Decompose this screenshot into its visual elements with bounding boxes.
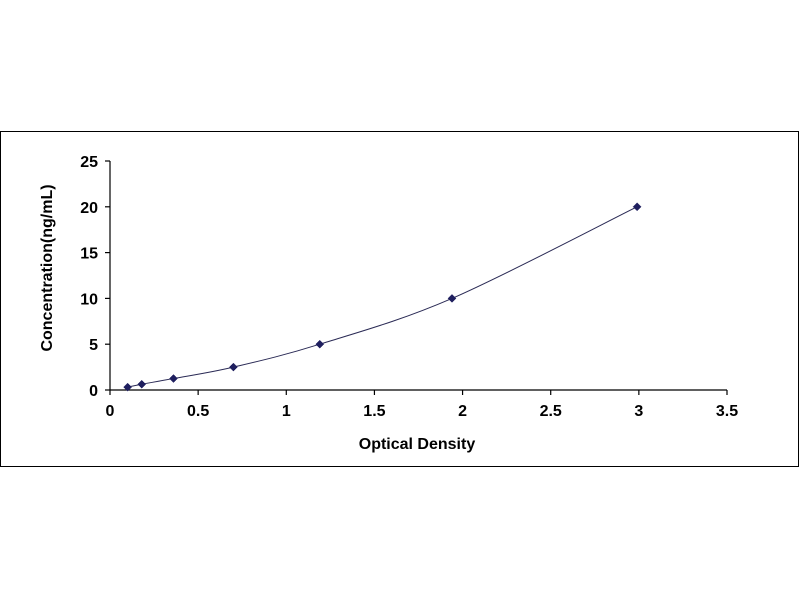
- y-tick-label: 15: [80, 246, 98, 263]
- series-layer: [123, 202, 642, 392]
- y-tick-label: 10: [80, 291, 98, 308]
- data-point: [169, 374, 178, 383]
- data-point: [229, 362, 238, 372]
- data-point: [123, 382, 132, 392]
- data-point: [137, 379, 147, 389]
- x-tick-label: 1: [282, 403, 291, 420]
- y-tick-label: 0: [89, 383, 98, 400]
- y-axis-title: Concentration(ng/mL): [39, 184, 56, 351]
- x-tick-label: 2: [458, 403, 467, 420]
- x-tick-label: 3: [634, 403, 643, 420]
- x-tick-label: 0.5: [187, 403, 209, 420]
- x-axis-title: Optical Density: [359, 436, 476, 453]
- x-tick-label: 1.5: [363, 403, 385, 420]
- y-tick-label: 5: [89, 337, 98, 354]
- data-point: [447, 294, 457, 303]
- y-tick-label: 25: [80, 154, 98, 171]
- y-ticks: 0 5 10 15 20 25: [80, 154, 110, 400]
- data-point: [632, 202, 642, 212]
- x-tick-label: 3.5: [716, 403, 738, 420]
- series-line: [127, 206, 638, 388]
- x-tick-label: 2.5: [540, 403, 562, 420]
- x-tick-label: 0: [106, 403, 115, 420]
- chart-frame: [0, 131, 799, 467]
- y-tick-label: 20: [80, 200, 98, 217]
- data-point: [315, 339, 325, 349]
- x-ticks: 0 0.5 1 1.5 2 2.5 3 3.5: [106, 390, 738, 420]
- axes: [109, 161, 727, 391]
